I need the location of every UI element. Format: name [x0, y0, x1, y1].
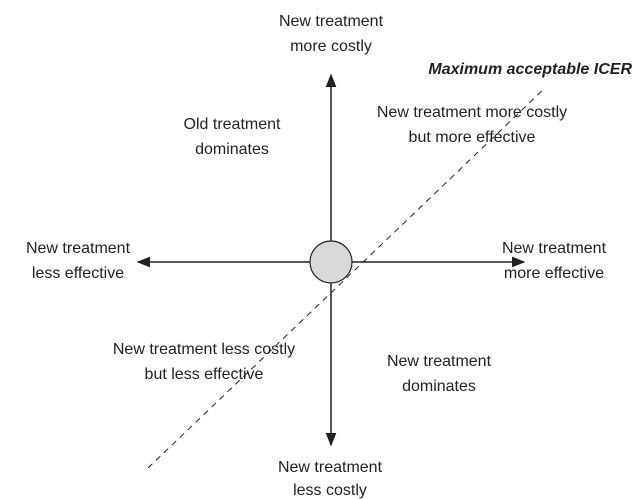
label-line: more costly: [290, 38, 372, 55]
label-line: less costly: [293, 482, 367, 499]
label-line: New treatment: [278, 459, 383, 476]
label-line: New treatment: [26, 240, 131, 257]
label-line: Old treatment: [184, 116, 281, 133]
icer-label: Maximum acceptable ICER: [428, 61, 632, 78]
label-line: New treatment: [502, 240, 607, 257]
origin: [309, 240, 353, 284]
label-line: dominates: [195, 141, 269, 158]
label-line: New treatment less costly: [113, 341, 295, 358]
label-line: but less effective: [145, 366, 264, 383]
label-line: New treatment: [387, 353, 492, 370]
label-line: less effective: [32, 265, 124, 282]
icer-threshold-line: [147, 87, 546, 469]
label-line: New treatment more costly: [377, 104, 567, 121]
label-line: more effective: [504, 265, 604, 282]
label-line: dominates: [402, 378, 476, 395]
label-line: New treatment: [279, 13, 384, 30]
label-line: but more effective: [409, 129, 536, 146]
